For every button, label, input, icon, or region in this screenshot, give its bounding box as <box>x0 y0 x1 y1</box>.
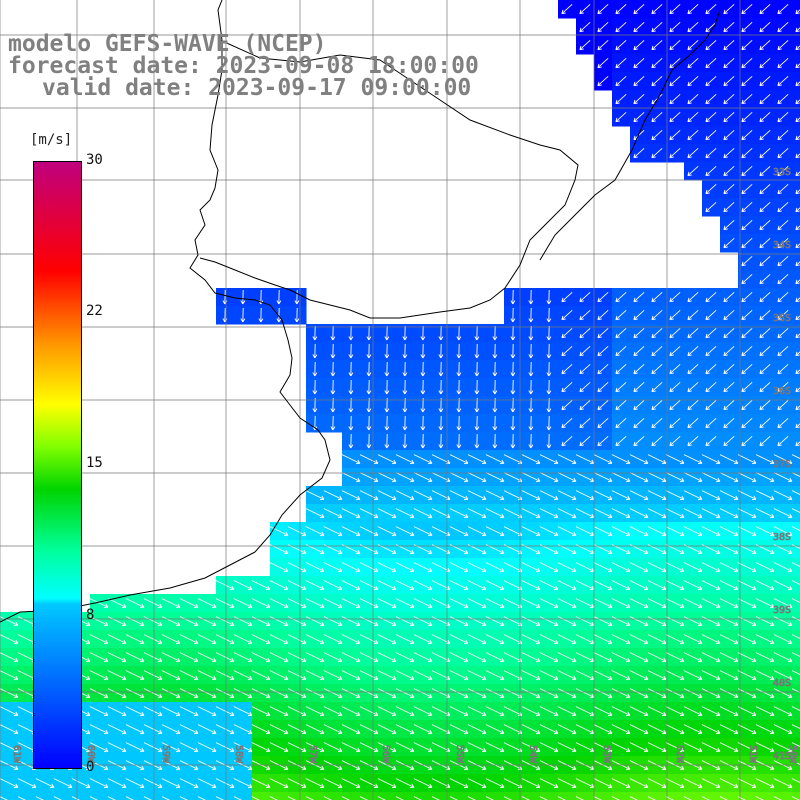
lat-label: 38S <box>773 532 791 543</box>
lat-label: 36S <box>773 386 791 397</box>
model-title: modelo GEFS-WAVE (NCEP) <box>8 31 327 57</box>
lon-label: 61W <box>11 745 22 764</box>
river-plate-coast-north <box>199 39 579 319</box>
lat-label: 40S <box>773 678 791 689</box>
lat-label: 37S <box>773 459 791 470</box>
lon-label: 52W <box>674 745 685 764</box>
lat-label: 35S <box>773 313 791 324</box>
lon-label: 50W <box>787 745 798 764</box>
lon-label: 59W <box>160 745 171 764</box>
lon-label: 55W <box>454 745 465 764</box>
colorbar-tick-15: 15 <box>86 455 103 471</box>
wind-vector-field <box>0 3 800 800</box>
colorbar <box>33 161 82 769</box>
colorbar-tick-0: 0 <box>86 759 95 775</box>
colorbar-tick-22: 22 <box>86 303 103 319</box>
coastline <box>0 0 331 623</box>
lon-label: 51W <box>747 745 758 764</box>
lat-label: 41S <box>773 751 791 762</box>
lon-label: 58W <box>233 745 244 764</box>
valid-date: valid date: 2023-09-17 09:00:00 <box>42 75 472 101</box>
lon-label: 57W <box>307 745 318 764</box>
lon-label: 56W <box>380 745 391 764</box>
lat-label: 34S <box>773 240 791 251</box>
forecast-date: forecast date: 2023-09-08 18:00:00 <box>8 53 479 79</box>
colorbar-unit: [m/s] <box>30 132 73 148</box>
lon-label: 53W <box>601 745 612 764</box>
brazil-coast <box>539 9 721 261</box>
lon-label: 54W <box>527 745 538 764</box>
colorbar-tick-8: 8 <box>86 607 95 623</box>
lat-label: 33S <box>773 167 791 178</box>
lat-label: 39S <box>773 605 791 616</box>
lon-label: 60W <box>85 745 96 764</box>
colorbar-tick-30: 30 <box>86 152 103 168</box>
